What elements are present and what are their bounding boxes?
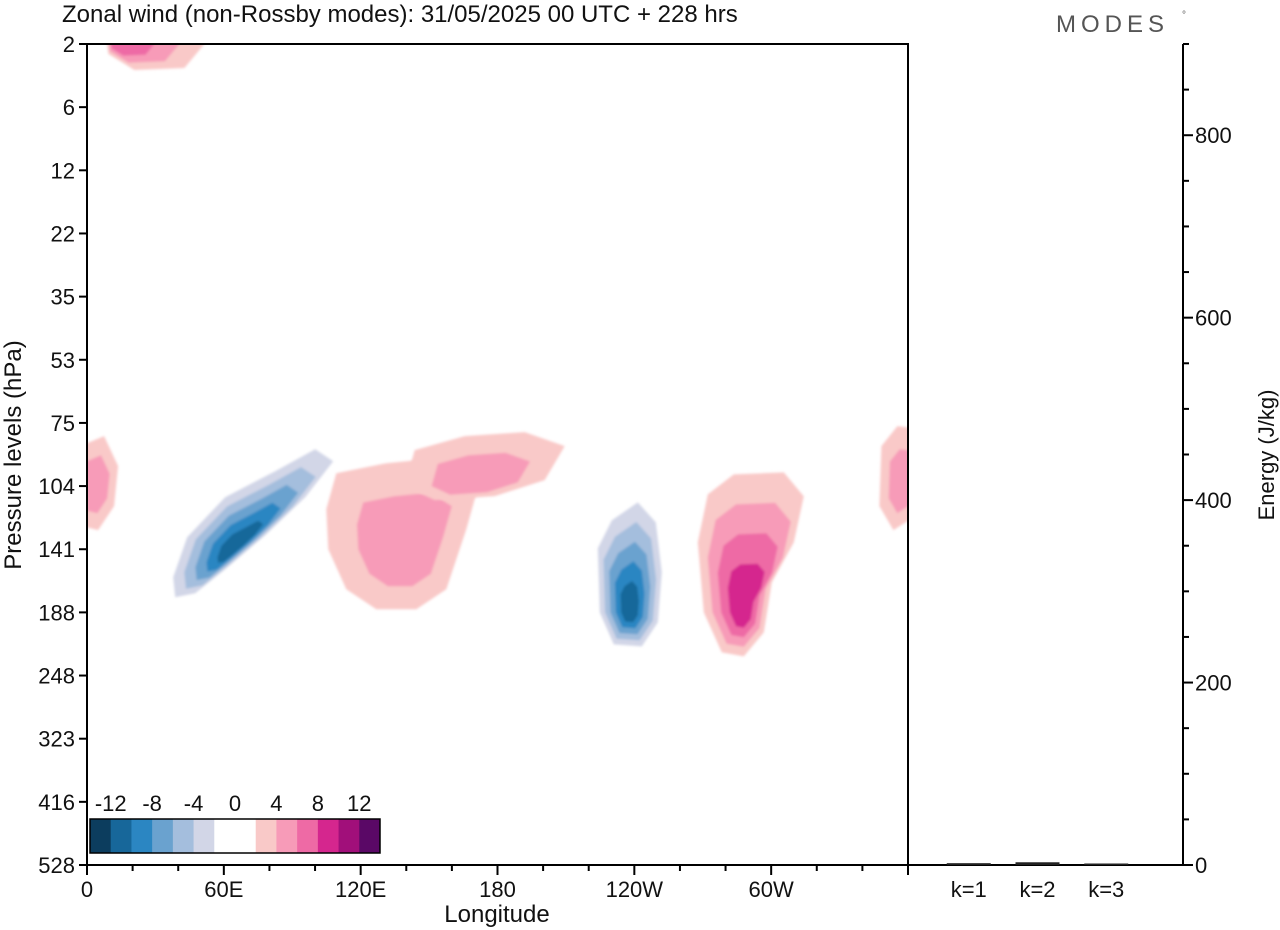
contour-feature [106,44,205,70]
energy-axis: 0 200 400 600 800 [1183,43,1232,878]
y-tick-label: 528 [38,853,75,878]
contour-feature [87,436,119,531]
energy-tick-label: 400 [1195,488,1232,513]
colorbar-label: 8 [312,791,324,816]
y-tick-label: 416 [38,790,75,815]
x-tick-label: 0 [81,877,93,902]
contour-feature [697,472,804,657]
colorbar-swatch [317,819,340,853]
contour-band [888,449,908,514]
colorbar-frame [89,818,381,854]
y-axis-pressure: 2 6 12 22 35 53 75 104 141 188 248 323 416 528 [38,32,87,878]
y-tick-label: 248 [38,664,75,689]
colorbar-label: 12 [347,791,371,816]
colorbar-swatch [152,819,174,853]
y-tick-label: 141 [38,537,75,562]
contour-field [87,44,908,657]
y-axis-label: Pressure levels (hPa) [0,340,27,569]
y-tick-label: 22 [51,221,75,246]
chart-title: Zonal wind (non-Rossby modes): 31/05/202… [62,1,738,28]
energy-bar-label: k=2 [1019,877,1055,902]
energy-bar-label: k=1 [951,877,987,902]
contour-feature [597,502,662,647]
contour-feature [879,426,908,531]
x-tick-label: 180 [479,877,516,902]
y-tick-label: 75 [51,411,75,436]
x-axis-longitude: 0 60E 120E 180 120W 60W [81,865,909,902]
colorbar-swatch [255,819,277,853]
x-tick-label: 60W [749,877,794,902]
colorbar-label: 0 [229,791,241,816]
contour-band [357,492,452,587]
contour-band [620,581,639,623]
colorbar-swatch [235,819,257,853]
energy-tick-label: 0 [1195,853,1207,878]
colorbar-label: -8 [142,791,162,816]
contour-band [727,563,765,628]
x-axis-label: Longitude [444,901,549,928]
contour-feature [173,449,334,598]
colorbar-swatch [297,819,319,853]
colorbar-label: 4 [270,791,282,816]
colorbar-swatch [131,819,153,853]
y-tick-label: 6 [63,95,75,120]
y-tick-label: 2 [63,32,75,57]
y-tick-label: 53 [51,348,75,373]
energy-tick-label: 200 [1195,671,1232,696]
contour-band [217,520,264,563]
energy-axis-label: Energy (J/kg) [1254,390,1279,521]
x-tick-label: 120W [606,877,664,902]
y-tick-label: 323 [38,727,75,752]
y-tick-label: 35 [51,285,75,310]
contour-band [87,455,110,514]
contour-band [111,44,155,56]
colorbar-swatch [276,819,298,853]
colorbar-swatch [110,819,132,853]
colorbar-swatch [338,819,360,853]
brand-logo-mark: ° [1182,10,1186,21]
colorbar-swatch [359,819,381,853]
contour-band [431,452,531,495]
colorbar-swatch [172,819,195,853]
colorbar-label: -12 [95,791,127,816]
y-tick-label: 12 [51,158,75,183]
energy-tick-label: 800 [1195,123,1232,148]
brand-logo-text: MODES [1056,11,1169,38]
contour-feature [404,432,565,501]
x-tick-label: 120E [335,877,386,902]
y-tick-label: 188 [38,600,75,625]
x-tick-label: 60E [204,877,243,902]
colorbar-label: -4 [184,791,204,816]
energy-bars: k=1 k=2 k=3 [946,862,1129,902]
energy-bar [1015,862,1060,865]
energy-tick-label: 600 [1195,306,1232,331]
colorbar-swatch [214,819,236,853]
colorbar-legend: -12 -8 -4 0 4 8 12 [89,791,381,854]
energy-bar [946,863,991,865]
energy-bar [1084,863,1129,865]
y-tick-label: 104 [38,474,75,499]
energy-bar-label: k=3 [1088,877,1124,902]
colorbar-swatch [90,819,112,853]
colorbar-swatch [193,819,215,853]
